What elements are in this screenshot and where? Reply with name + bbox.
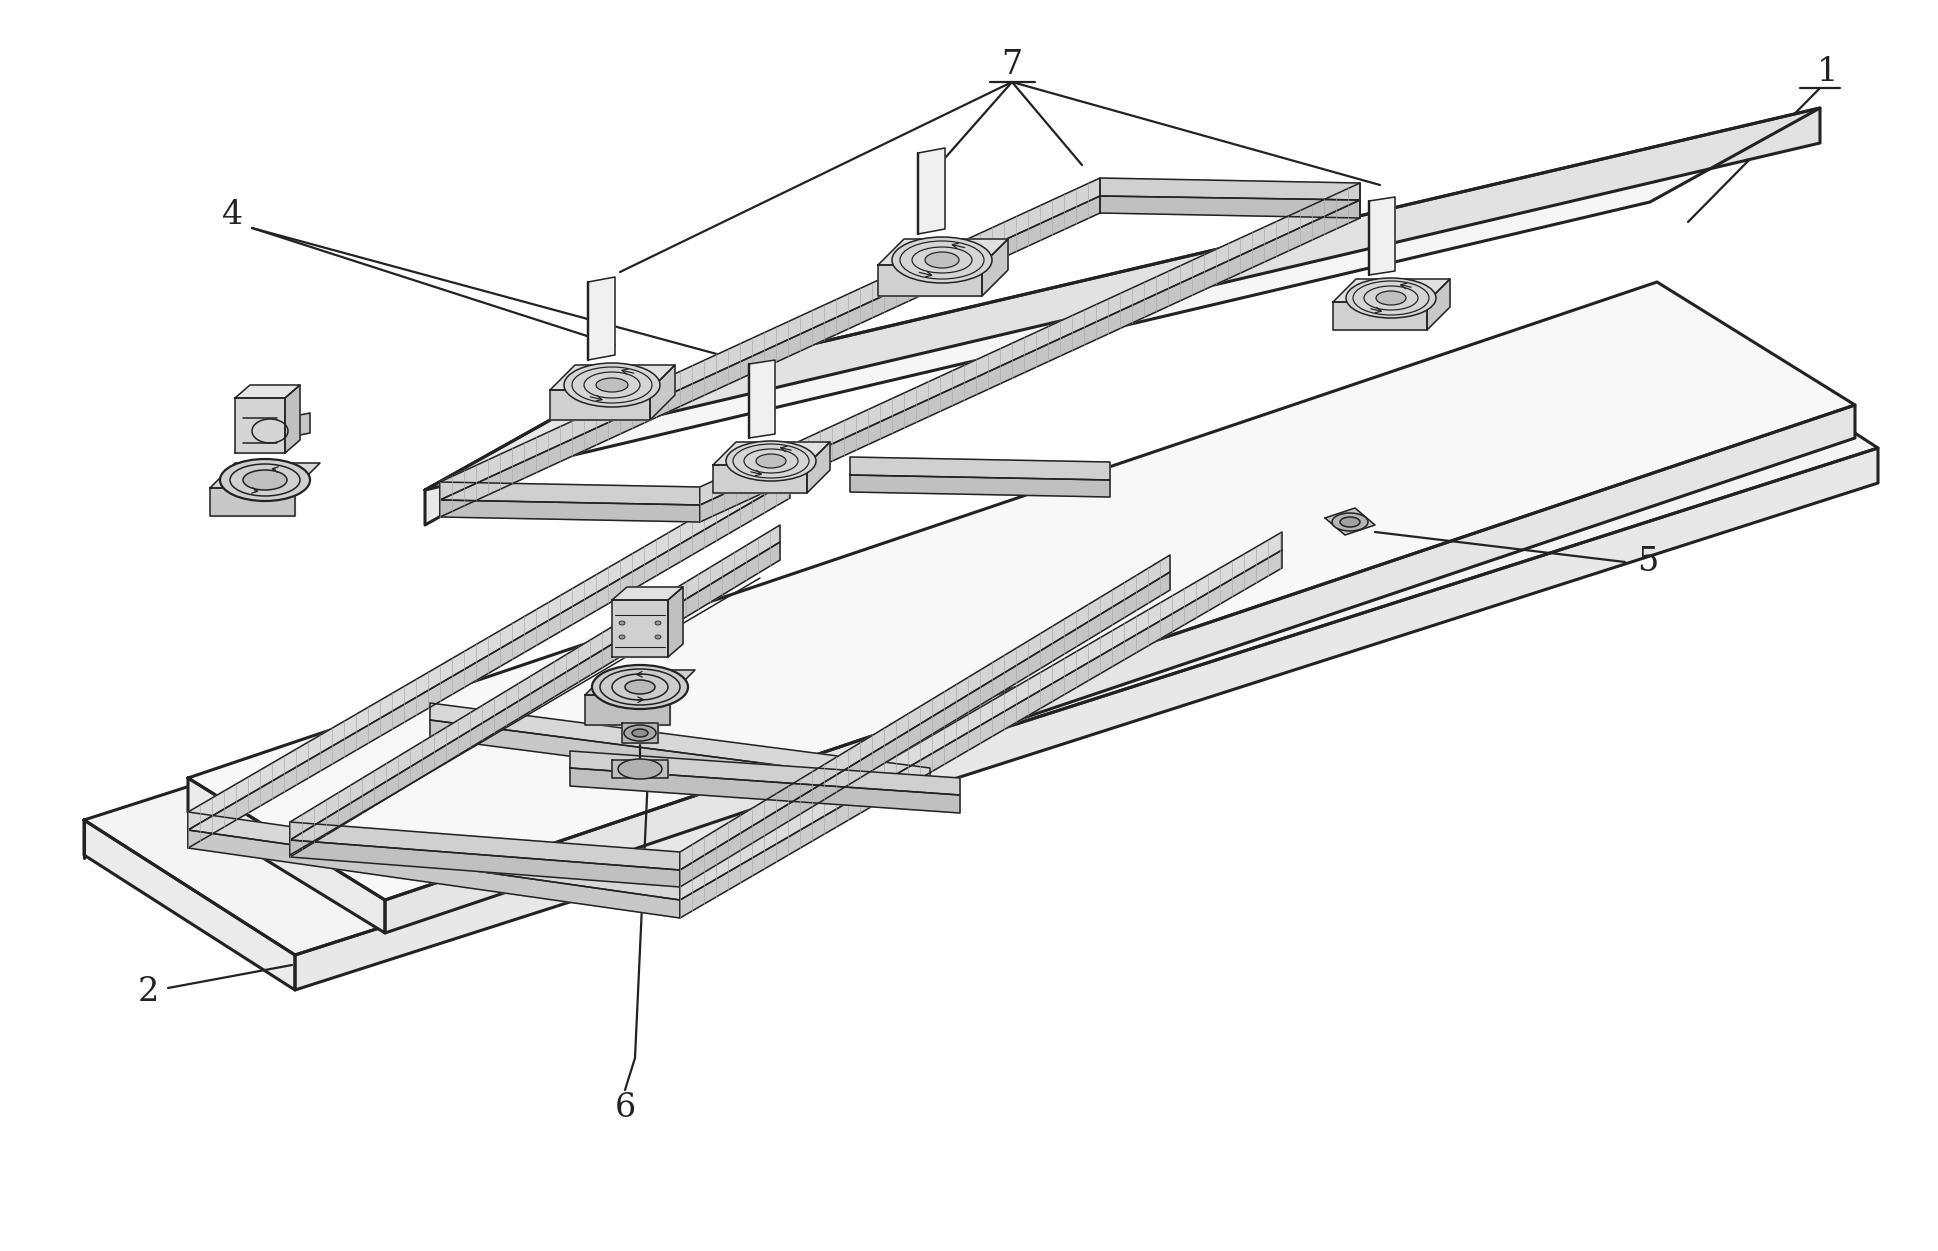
Polygon shape <box>878 239 1008 265</box>
Polygon shape <box>285 385 300 453</box>
Polygon shape <box>713 465 806 493</box>
Polygon shape <box>188 480 791 848</box>
Polygon shape <box>680 550 1283 918</box>
Text: 4: 4 <box>223 199 244 231</box>
Polygon shape <box>188 281 1855 899</box>
Ellipse shape <box>624 681 655 694</box>
Polygon shape <box>424 395 595 525</box>
Ellipse shape <box>655 620 661 626</box>
Polygon shape <box>1368 196 1395 275</box>
Ellipse shape <box>564 363 661 407</box>
Ellipse shape <box>591 666 688 709</box>
Polygon shape <box>188 462 791 829</box>
Ellipse shape <box>1331 513 1368 530</box>
Polygon shape <box>295 448 1878 990</box>
Polygon shape <box>649 365 674 420</box>
Polygon shape <box>386 405 1855 933</box>
Ellipse shape <box>632 729 647 737</box>
Polygon shape <box>291 839 680 887</box>
Polygon shape <box>550 365 674 390</box>
Polygon shape <box>440 178 1101 500</box>
Ellipse shape <box>597 378 628 392</box>
Polygon shape <box>291 822 680 869</box>
Text: 7: 7 <box>1002 49 1023 81</box>
Ellipse shape <box>655 636 661 639</box>
Polygon shape <box>550 390 649 420</box>
Polygon shape <box>713 442 829 465</box>
Polygon shape <box>612 761 669 778</box>
Polygon shape <box>748 360 775 438</box>
Polygon shape <box>680 572 1171 887</box>
Polygon shape <box>209 463 320 488</box>
Polygon shape <box>83 819 295 990</box>
Polygon shape <box>585 696 671 726</box>
Polygon shape <box>587 276 614 360</box>
Polygon shape <box>83 311 1878 955</box>
Ellipse shape <box>727 442 816 480</box>
Polygon shape <box>291 525 779 839</box>
Polygon shape <box>285 413 310 438</box>
Polygon shape <box>680 532 1283 899</box>
Ellipse shape <box>1347 278 1436 318</box>
Polygon shape <box>291 542 779 857</box>
Polygon shape <box>700 200 1360 522</box>
Polygon shape <box>440 196 1101 517</box>
Polygon shape <box>188 829 680 918</box>
Ellipse shape <box>924 251 959 268</box>
Ellipse shape <box>891 236 992 283</box>
Ellipse shape <box>221 459 310 500</box>
Polygon shape <box>234 385 300 398</box>
Ellipse shape <box>1339 517 1360 527</box>
Ellipse shape <box>618 759 663 779</box>
Polygon shape <box>595 108 1820 430</box>
Ellipse shape <box>242 470 287 490</box>
Polygon shape <box>680 555 1171 869</box>
Polygon shape <box>1333 301 1426 330</box>
Text: 1: 1 <box>1818 56 1839 88</box>
Polygon shape <box>700 183 1360 505</box>
Polygon shape <box>669 587 682 657</box>
Polygon shape <box>234 398 285 453</box>
Polygon shape <box>188 812 680 899</box>
Polygon shape <box>919 148 946 234</box>
Ellipse shape <box>624 726 655 741</box>
Polygon shape <box>209 488 295 515</box>
Polygon shape <box>851 457 1110 480</box>
Ellipse shape <box>618 620 624 626</box>
Ellipse shape <box>618 636 624 639</box>
Polygon shape <box>622 723 659 743</box>
Polygon shape <box>430 703 930 784</box>
Polygon shape <box>1426 279 1450 330</box>
Polygon shape <box>188 778 386 933</box>
Polygon shape <box>612 600 669 657</box>
Polygon shape <box>570 751 959 794</box>
Ellipse shape <box>756 454 787 468</box>
Polygon shape <box>851 475 1110 497</box>
Polygon shape <box>440 482 700 505</box>
Polygon shape <box>585 671 696 696</box>
Polygon shape <box>1101 196 1360 218</box>
Polygon shape <box>806 442 829 493</box>
Polygon shape <box>570 768 959 813</box>
Polygon shape <box>1333 279 1450 301</box>
Polygon shape <box>430 721 930 803</box>
Polygon shape <box>878 265 983 296</box>
Polygon shape <box>1101 178 1360 200</box>
Polygon shape <box>612 587 682 600</box>
Text: 2: 2 <box>138 976 159 1008</box>
Polygon shape <box>424 108 1820 490</box>
Polygon shape <box>1326 508 1374 535</box>
Polygon shape <box>440 500 700 522</box>
Text: 6: 6 <box>614 1092 636 1123</box>
Polygon shape <box>983 239 1008 296</box>
Ellipse shape <box>1376 291 1405 305</box>
Text: 5: 5 <box>1638 545 1659 578</box>
